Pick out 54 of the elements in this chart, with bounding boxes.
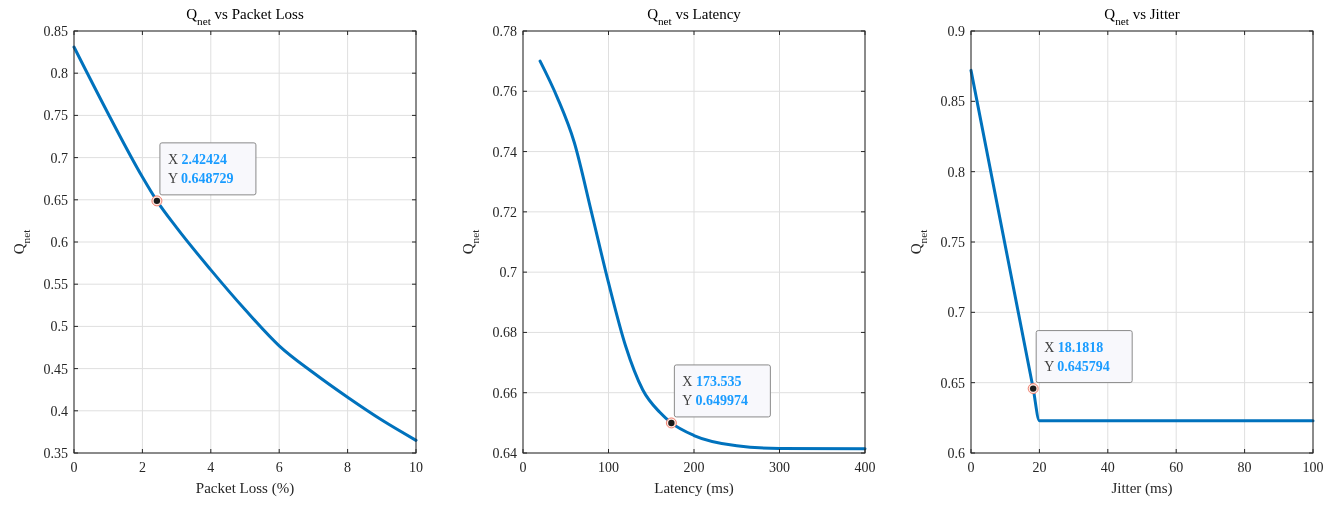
y-tick-label: 0.4 [50,403,68,419]
y-tick-label: 0.75 [940,235,965,250]
y-tick-label: 0.8 [947,164,965,180]
y-tick-label: 0.65 [43,192,68,208]
x-tick-label: 80 [1237,460,1252,475]
x-tick-label: 60 [1169,460,1184,475]
line-series [72,45,418,442]
y-tick-label: 0.6 [50,235,68,250]
y-tick-label: 0.72 [492,204,517,220]
y-tick-label: 0.35 [43,446,68,461]
annotation: X 2.42424 Y 0.648729 [167,151,234,186]
x-tick-label: 400 [854,460,876,475]
annotation: X 173.535 Y 0.649974 [682,373,748,408]
y-tick-label: 0.45 [43,361,68,377]
x-tick-label: 2 [138,460,146,475]
y-tick-label: 0.7 [50,150,68,166]
line-series [538,59,867,451]
x-tick-label: 100 [598,460,619,475]
chart-title: Q$_{net}$ vs Jitter [1104,6,1180,27]
y-tick-label: 0.75 [43,108,68,124]
y-tick-label: 0.8 [50,66,68,82]
y-tick-label: 0.66 [492,385,517,401]
y-tick-label: 0.78 [492,24,517,39]
chart-title: Q$_{net}$ vs Packet Loss [186,6,304,27]
y-tick-label: 0.55 [43,277,68,293]
x-tick-label: 0 [70,460,78,475]
annotation: X 18.1818 Y 0.645794 [1044,339,1110,374]
y-tick-label: 0.5 [50,319,68,335]
y-tick-label: 0.65 [940,375,965,391]
y-tick-label: 0.6 [947,446,965,461]
x-tick-label: 40 [1100,460,1115,475]
x-tick-label: 300 [769,460,790,475]
x-tick-label: 200 [683,460,705,475]
y-tick-label: 0.7 [499,265,517,281]
y-tick-label: 0.76 [492,84,517,100]
x-tick-label: 8 [344,460,352,475]
x-tick-label: 0 [519,460,527,475]
x-tick-label: 0 [967,460,975,475]
x-axis-title: Packet Loss (%) [195,480,295,497]
y-tick-label: 0.68 [492,325,517,341]
y-tick-label: 0.64 [492,446,517,461]
y-tick-label: 0.85 [940,94,965,110]
x-axis-title: Latency (ms) [654,480,734,497]
x-tick-label: 100 [1302,460,1324,475]
x-axis-title: Jitter (ms) [1111,480,1173,497]
x-tick-label: 6 [275,460,283,475]
chart-title: Q$_{net}$ vs Latency [647,6,742,27]
y-tick-label: 0.74 [492,144,517,160]
x-tick-label: 20 [1032,460,1047,475]
y-tick-label: 0.85 [43,24,68,39]
y-tick-label: 0.7 [947,305,965,321]
y-tick-label: 0.9 [947,24,965,39]
x-tick-label: 4 [207,460,215,475]
x-tick-label: 10 [409,460,423,475]
